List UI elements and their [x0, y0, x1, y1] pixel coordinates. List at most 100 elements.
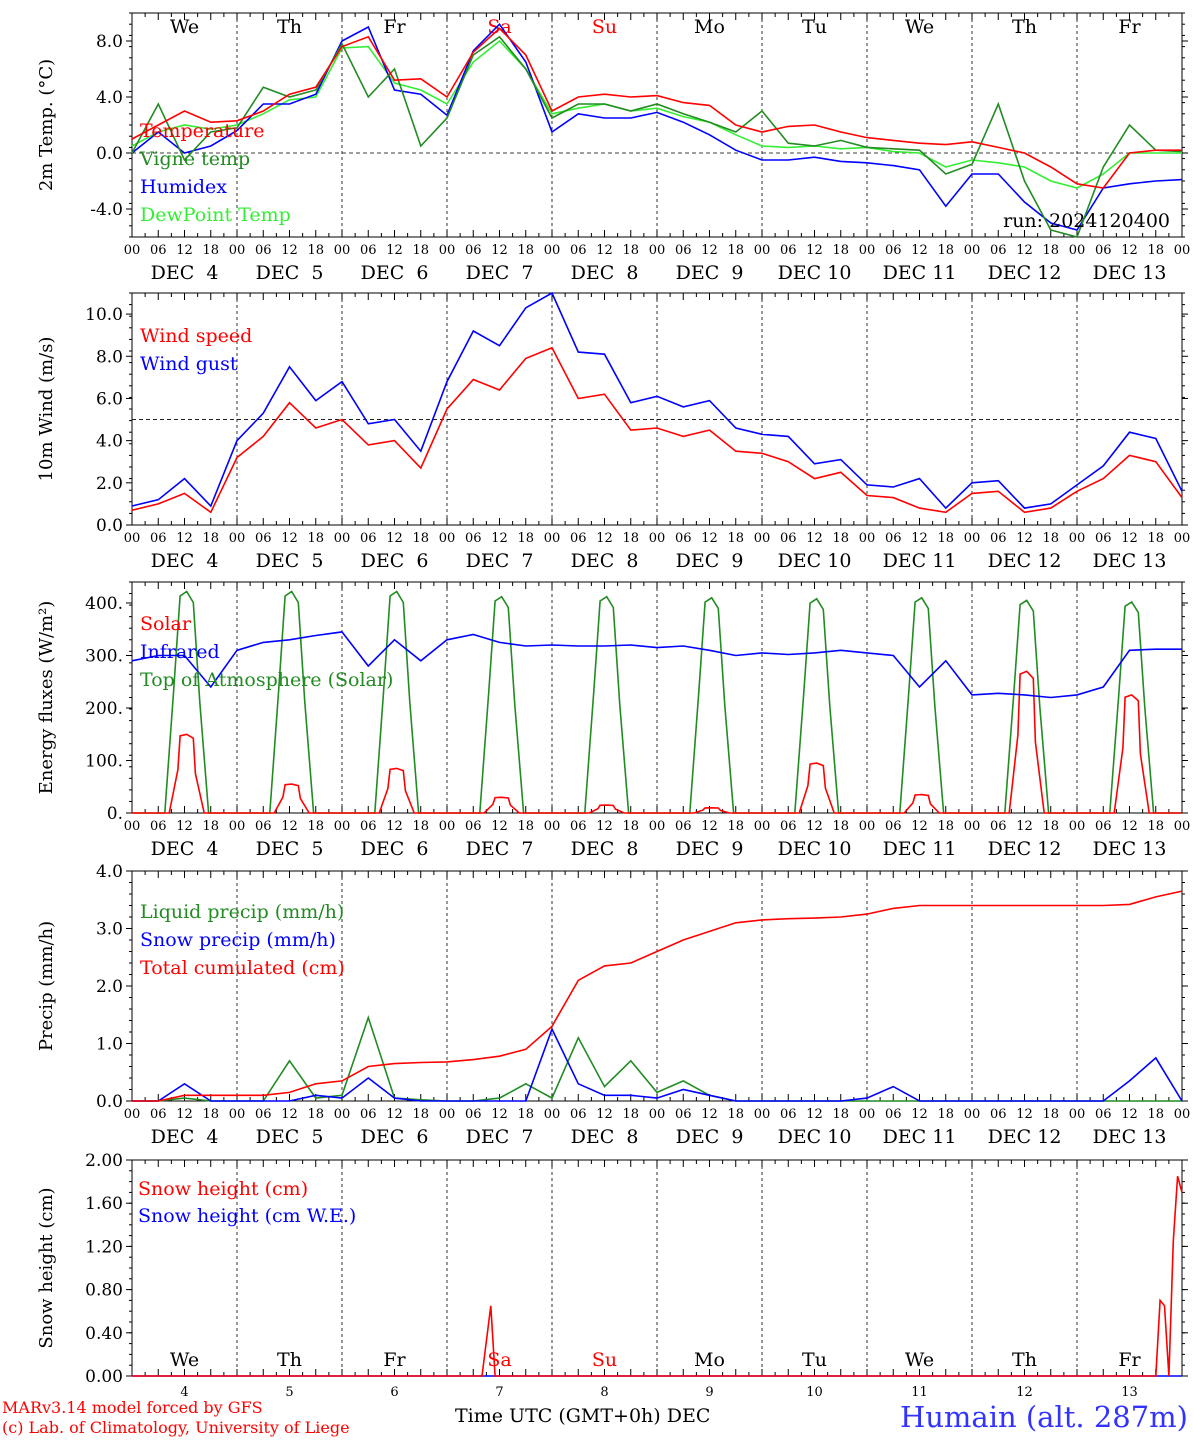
y-tick-label: 100.: [85, 752, 123, 772]
hour-tick-label: 06: [1095, 243, 1112, 258]
y-tick-label: 0.0: [96, 1092, 123, 1112]
hour-tick-label: 00: [754, 531, 771, 546]
date-label: DEC 4: [151, 262, 219, 284]
hour-tick-label: 06: [570, 1107, 587, 1122]
date-label: DEC 5: [256, 1126, 324, 1148]
hour-tick-label: 06: [1095, 531, 1112, 546]
weekday-label: We: [170, 1349, 199, 1371]
date-label: DEC 13: [1093, 1126, 1167, 1148]
legend-entry: Snow precip (mm/h): [140, 929, 336, 951]
date-label: DEC 6: [361, 262, 429, 284]
y-tick-label: 300.: [85, 647, 123, 667]
weekday-label: Su: [592, 1349, 617, 1371]
hour-tick-label: 12: [701, 243, 718, 258]
time-axis-label-text: Time UTC (GMT+0h): [455, 1405, 661, 1427]
series-line-blue: [131, 22, 1183, 231]
hour-tick-label: 18: [832, 243, 849, 258]
hour-tick-label: 00: [124, 1107, 141, 1122]
hour-tick-label: 12: [701, 531, 718, 546]
hour-tick-label: 06: [150, 531, 167, 546]
hour-tick-label: 06: [360, 243, 377, 258]
hour-tick-label: 06: [990, 243, 1007, 258]
date-label: DEC 8: [571, 550, 639, 572]
date-label: DEC 10: [778, 262, 852, 284]
hour-tick-label: 00: [1069, 243, 1086, 258]
panel-5: 0.00 0.40 0.80 1.20 1.60 2.00 Snow height (cm)…: [36, 1151, 1188, 1400]
hour-tick-label: 18: [517, 531, 534, 546]
date-label: DEC 13: [1093, 838, 1167, 860]
weekday-label: Tu: [802, 16, 827, 38]
hour-tick-label: 12: [281, 1107, 298, 1122]
legend-entry: Top of Atmosphere (Solar): [140, 669, 393, 691]
date-label: DEC 6: [361, 838, 429, 860]
weekday-label: Fr: [383, 1349, 406, 1371]
hour-tick-label: 00: [544, 243, 561, 258]
hour-tick-label: 12: [701, 1107, 718, 1122]
hour-tick-label: 06: [570, 243, 587, 258]
legend-entry: Wind gust: [140, 353, 238, 375]
hour-tick-label: 00: [124, 243, 141, 258]
hour-tick-label: 12: [596, 531, 613, 546]
hour-tick-label: 06: [465, 1107, 482, 1122]
weekday-label: Th: [1012, 1349, 1037, 1371]
hour-tick-label: 18: [517, 819, 534, 834]
hour-tick-label: 18: [1147, 531, 1164, 546]
hour-tick-label: 12: [386, 243, 403, 258]
hour-tick-label: 00: [1174, 243, 1191, 258]
hour-tick-label: 00: [1174, 819, 1191, 834]
hour-tick-label: 06: [675, 819, 692, 834]
time-axis-label: Time UTC (GMT+0h) DEC: [455, 1405, 710, 1427]
hour-tick-label: 12: [491, 819, 508, 834]
y-tick-label: 0.00: [85, 1367, 123, 1387]
hour-tick-label: 00: [544, 531, 561, 546]
day-number-label: 12: [1016, 1385, 1033, 1400]
hour-tick-label: 00: [1069, 531, 1086, 546]
hour-tick-label: 06: [780, 1107, 797, 1122]
y-tick-label: 8.0: [96, 32, 123, 52]
hour-tick-label: 00: [859, 531, 876, 546]
hour-tick-label: 00: [439, 1107, 456, 1122]
hour-tick-label: 18: [307, 1107, 324, 1122]
hour-tick-label: 12: [1121, 819, 1138, 834]
y-tick-label: 1.60: [85, 1194, 123, 1214]
hour-tick-label: 00: [229, 531, 246, 546]
hour-tick-label: 18: [937, 243, 954, 258]
weekday-label: Th: [277, 16, 302, 38]
date-label: DEC 12: [988, 1126, 1062, 1148]
hour-tick-label: 00: [229, 243, 246, 258]
date-label: DEC 11: [883, 1126, 957, 1148]
hour-tick-label: 00: [964, 243, 981, 258]
legend-entry: Snow height (cm): [138, 1178, 308, 1200]
y-tick-label: 8.0: [96, 347, 123, 367]
date-label: DEC 10: [778, 550, 852, 572]
hour-tick-label: 00: [1069, 1107, 1086, 1122]
date-label: DEC 9: [676, 838, 744, 860]
hour-tick-label: 12: [281, 531, 298, 546]
y-axis-label: 10m Wind (m/s): [36, 337, 57, 482]
y-tick-label: 0.: [107, 804, 123, 824]
date-label: DEC 7: [466, 1126, 534, 1148]
hour-tick-label: 18: [622, 531, 639, 546]
day-number-label: 4: [180, 1385, 188, 1400]
y-tick-label: 1.0: [96, 1035, 123, 1055]
hour-tick-label: 18: [307, 531, 324, 546]
series-line-green: [131, 35, 1183, 238]
hour-tick-label: 12: [806, 1107, 823, 1122]
y-tick-label: 200.: [85, 699, 123, 719]
hour-tick-label: 18: [1042, 819, 1059, 834]
weekday-label: We: [170, 16, 199, 38]
hour-tick-label: 06: [990, 1107, 1007, 1122]
hour-tick-label: 12: [911, 819, 928, 834]
hour-tick-label: 12: [281, 819, 298, 834]
date-label: DEC 4: [151, 1126, 219, 1148]
hour-tick-label: 12: [1121, 243, 1138, 258]
weekday-label: Tu: [802, 1349, 827, 1371]
date-label: DEC 10: [778, 838, 852, 860]
hour-tick-label: 06: [885, 819, 902, 834]
legend-entry: Wind speed: [140, 325, 252, 347]
y-tick-label: 4.0: [96, 432, 123, 452]
hour-tick-label: 00: [439, 531, 456, 546]
hour-tick-label: 00: [229, 1107, 246, 1122]
hour-tick-label: 18: [307, 819, 324, 834]
